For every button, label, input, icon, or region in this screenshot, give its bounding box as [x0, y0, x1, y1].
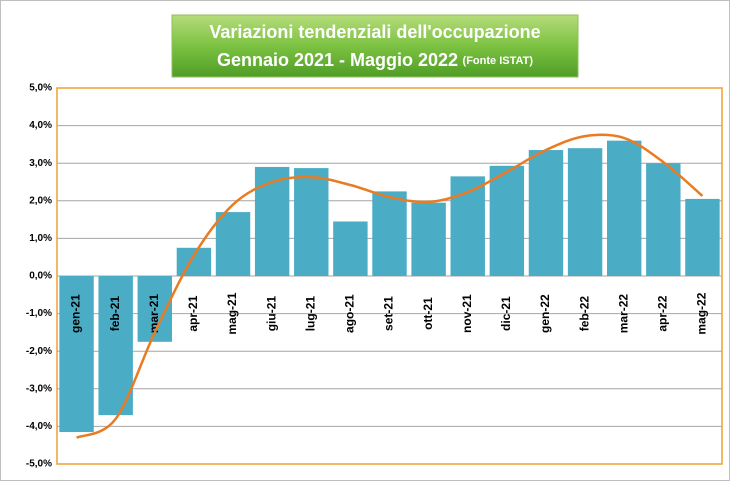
bar	[294, 168, 329, 276]
bar	[372, 191, 407, 276]
bar	[646, 163, 681, 276]
y-tick-label: -5,0%	[26, 459, 52, 470]
x-tick-label: nov-21	[460, 294, 474, 333]
x-tick-label: giu-21	[264, 296, 278, 332]
bar	[176, 247, 212, 276]
chart-subtitle: Gennaio 2021 - Maggio 2022	[217, 50, 458, 70]
x-tick-label: feb-22	[577, 296, 591, 332]
x-tick-label: ott-21	[421, 297, 435, 330]
bar	[528, 150, 564, 276]
x-tick-label: lug-21	[303, 296, 317, 332]
y-tick-label: -2,0%	[26, 346, 52, 357]
x-tick-label: mar-22	[616, 294, 630, 334]
x-tick-label: mar-21	[147, 294, 161, 334]
plot-area: -5,0% -4,0% -3,0% -2,0% -1,0% 0,0% 1,0% 2,0% 3,0…	[26, 83, 723, 470]
trend-line	[76, 133, 704, 439]
y-tick-label: 1,0%	[29, 233, 52, 244]
y-tick-label: 4,0%	[29, 120, 52, 131]
y-tick-label: 5,0%	[29, 83, 52, 94]
x-tick-label: mag-22	[695, 292, 709, 334]
bar	[254, 166, 290, 276]
title-box	[171, 14, 579, 78]
plot-border	[56, 87, 723, 465]
y-tick-label: 0,0%	[29, 271, 52, 282]
x-tick-label: dic-21	[499, 296, 513, 331]
bar	[606, 140, 642, 276]
bar	[567, 148, 603, 276]
y-tick-label: -4,0%	[26, 421, 52, 432]
bar	[59, 276, 94, 433]
y-tick-label: 3,0%	[29, 158, 52, 169]
y-tick-label: -1,0%	[26, 308, 52, 319]
x-tick-label: apr-21	[186, 295, 200, 331]
chart-title: Variazioni tendenziali dell'occupazione	[209, 22, 540, 42]
bar	[98, 276, 133, 416]
y-tick-label: -3,0%	[26, 383, 52, 394]
subtitle: Gennaio 2021 - Maggio 2022 (Fonte ISTAT)	[217, 50, 533, 70]
x-tick-label: mag-21	[225, 292, 239, 334]
x-tick-label: apr-22	[655, 295, 669, 331]
bar	[685, 198, 720, 276]
x-tick-label: set-21	[382, 296, 396, 331]
x-tick-label: feb-21	[108, 296, 122, 332]
x-tick-label: gen-21	[69, 294, 83, 333]
bar	[489, 165, 525, 276]
bar	[215, 212, 251, 276]
source: (Fonte ISTAT)	[463, 55, 534, 67]
bar	[333, 221, 368, 276]
bar	[411, 202, 446, 276]
y-tick-label: 2,0%	[29, 195, 52, 206]
x-tick-label: gen-22	[538, 294, 552, 333]
x-tick-label: ago-21	[343, 294, 357, 333]
